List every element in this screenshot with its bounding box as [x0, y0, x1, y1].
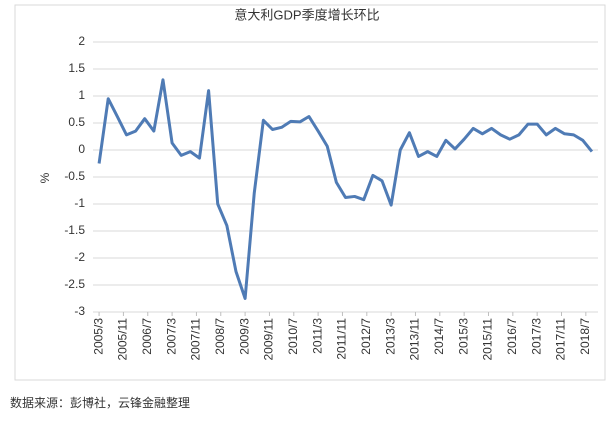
- y-tick-label: -3: [74, 304, 85, 318]
- x-tick-label: 2018/7: [578, 318, 592, 355]
- y-axis-label: %: [38, 172, 52, 183]
- y-tick-label: -2: [74, 250, 85, 264]
- y-tick-label: -1: [74, 196, 85, 210]
- y-tick-label: -0.5: [64, 169, 85, 183]
- x-tick-label: 2013/3: [383, 318, 397, 355]
- x-tick-label: 2005/3: [91, 318, 105, 355]
- y-tick-label: 1: [78, 88, 85, 102]
- x-tick-label: 2013/11: [408, 318, 422, 361]
- x-tick-label: 2016/7: [505, 318, 519, 355]
- data-line: [97, 78, 594, 300]
- x-tick-label: 2011/11: [335, 318, 349, 360]
- source-note: 数据来源：彭博社，云锋金融整理: [10, 395, 190, 410]
- x-tick-label: 2015/11: [481, 318, 495, 361]
- x-tick-label: 2006/7: [140, 318, 154, 355]
- x-tick-label: 2015/3: [456, 318, 470, 355]
- chart-title: 意大利GDP季度增长环比: [234, 7, 379, 22]
- x-tick-label: 2009/11: [262, 318, 276, 361]
- x-tick-label: 2010/7: [286, 318, 300, 355]
- y-tick-label: -2.5: [64, 277, 85, 291]
- y-tick-label: 0.5: [68, 115, 85, 129]
- y-tick-label: 0: [78, 142, 85, 156]
- y-tick-label: -1.5: [64, 223, 85, 237]
- y-tick-label: 2: [78, 34, 85, 48]
- x-tick-label: 2009/3: [237, 318, 251, 355]
- x-tick-label: 2012/7: [359, 318, 373, 355]
- x-tick-label: 2007/11: [189, 318, 203, 361]
- x-tick-label: 2011/3: [310, 318, 324, 354]
- x-tick-label: 2008/7: [213, 318, 227, 355]
- x-tick-label: 2007/3: [164, 318, 178, 355]
- y-tick-label: 1.5: [68, 61, 85, 75]
- x-tick-label: 2017/11: [554, 318, 568, 361]
- x-tick-label: 2005/11: [116, 318, 130, 361]
- x-tick-label: 2017/3: [529, 318, 543, 355]
- chart-frame: [14, 4, 606, 381]
- x-tick-label: 2014/7: [432, 318, 446, 355]
